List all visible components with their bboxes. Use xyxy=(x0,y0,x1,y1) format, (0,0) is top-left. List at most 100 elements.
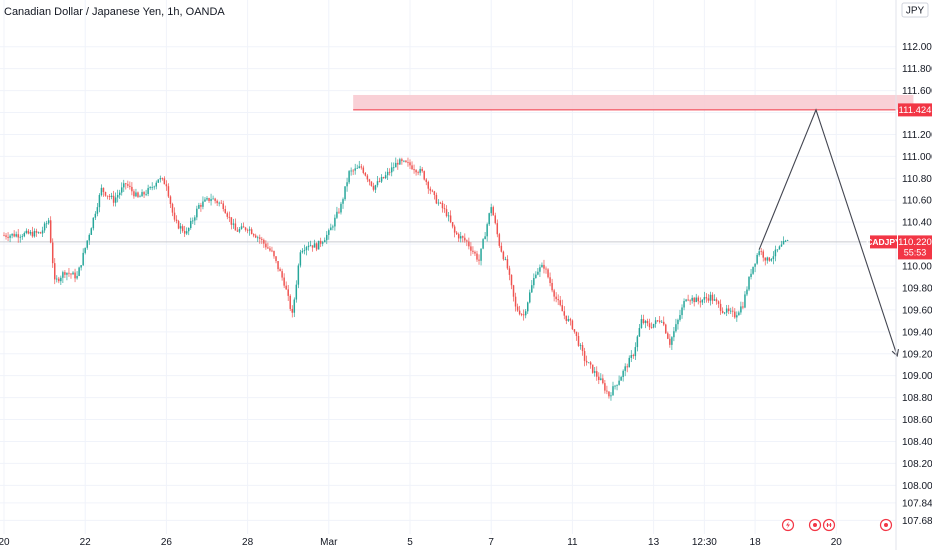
candle-body xyxy=(758,251,760,255)
candle-body xyxy=(326,234,328,241)
candles[interactable] xyxy=(3,157,789,401)
candle-body xyxy=(17,234,19,238)
candle-body xyxy=(31,231,34,237)
candle-body xyxy=(287,289,289,296)
candle-body xyxy=(417,172,419,174)
candle-body xyxy=(498,234,501,246)
candle-body xyxy=(561,305,563,312)
candle-body xyxy=(171,204,174,213)
candle-body xyxy=(190,220,192,229)
candle-body xyxy=(29,231,32,234)
candle-body xyxy=(173,212,176,220)
candle-body xyxy=(246,229,249,231)
candle-body xyxy=(386,171,389,176)
candle-body xyxy=(228,216,231,218)
candle-body xyxy=(504,259,507,260)
projection-drawing[interactable] xyxy=(758,108,900,358)
candle-body xyxy=(161,178,164,179)
candle-body xyxy=(419,168,421,173)
currency-badge[interactable]: JPY xyxy=(901,2,929,18)
candle-body xyxy=(350,170,352,172)
candle-body xyxy=(273,251,275,257)
candle-body xyxy=(145,193,147,195)
candle-body xyxy=(693,297,695,303)
candle-body xyxy=(675,324,677,332)
candle-body xyxy=(628,357,630,368)
candle-body xyxy=(47,220,50,224)
time-tick-label: 18 xyxy=(750,537,762,548)
price-tick-label: 110.000 xyxy=(902,262,932,273)
record-icon[interactable] xyxy=(879,518,893,532)
candle-body xyxy=(567,319,570,321)
candle-body xyxy=(51,242,54,264)
candle-body xyxy=(123,183,125,188)
last-price-tag-background xyxy=(898,235,932,260)
candle-body xyxy=(299,252,302,266)
candle-body xyxy=(665,324,667,334)
candle-body xyxy=(492,207,494,216)
currency-label: JPY xyxy=(906,6,925,17)
candle-body xyxy=(376,181,379,186)
candle-body xyxy=(699,301,702,303)
candle-body xyxy=(711,294,714,301)
candle-body xyxy=(510,274,513,286)
price-tick-label: 110.800 xyxy=(902,174,932,185)
time-tick-label: 28 xyxy=(242,537,254,548)
candle-body xyxy=(460,236,462,239)
candle-body xyxy=(104,192,107,196)
candle-body xyxy=(543,264,545,269)
last-price-label: 110.220 xyxy=(898,237,932,248)
projection-path xyxy=(758,108,898,357)
time-axis[interactable]: 20 22 26 28 Mar 5 7 11 13 12:30 18 20 xyxy=(0,537,842,548)
candle-body xyxy=(490,207,492,214)
candle-body xyxy=(137,192,139,197)
target-icon[interactable] xyxy=(808,518,822,532)
candle-body xyxy=(581,345,584,352)
candle-body xyxy=(204,199,206,202)
candle-body xyxy=(429,188,432,191)
candle-body xyxy=(208,198,210,202)
candle-body xyxy=(522,314,525,316)
candle-body xyxy=(151,187,153,188)
candle-body xyxy=(108,196,111,197)
candle-body xyxy=(60,277,62,282)
candle-body xyxy=(486,224,488,237)
candle-body xyxy=(187,228,190,232)
candle-body xyxy=(86,240,88,248)
candle-body xyxy=(175,219,178,222)
candle-body xyxy=(774,249,777,257)
candle-body xyxy=(667,333,669,339)
candle-body xyxy=(332,226,334,228)
split-icon[interactable] xyxy=(822,518,836,532)
time-tick-label: 12:30 xyxy=(692,537,717,548)
candle-body xyxy=(352,170,354,172)
candle-body xyxy=(388,171,391,173)
candle-body xyxy=(212,198,214,200)
candle-body xyxy=(15,234,17,237)
candle-body xyxy=(744,294,746,308)
candle-body xyxy=(421,168,423,172)
candle-body xyxy=(606,390,608,392)
candle-body xyxy=(102,187,105,193)
price-tick-label: 112.000 xyxy=(902,42,932,53)
event-icons[interactable] xyxy=(781,518,893,532)
candle-body xyxy=(100,187,103,196)
price-tick-label: 109.200 xyxy=(902,349,932,360)
candle-body xyxy=(691,297,693,301)
candle-body xyxy=(315,243,318,250)
candle-body xyxy=(45,223,48,225)
candle-body xyxy=(644,320,647,323)
currency-badge-frame xyxy=(901,2,929,18)
candle-body xyxy=(259,237,261,239)
candle-body xyxy=(242,226,245,228)
candle-body xyxy=(25,230,28,233)
candle-body xyxy=(106,195,109,197)
candle-body xyxy=(319,240,322,244)
candle-body xyxy=(43,223,46,231)
candle-body xyxy=(393,167,395,169)
candle-body xyxy=(589,362,592,365)
candle-body xyxy=(33,230,36,237)
lightning-icon[interactable] xyxy=(781,518,795,532)
candle-body xyxy=(155,182,157,187)
